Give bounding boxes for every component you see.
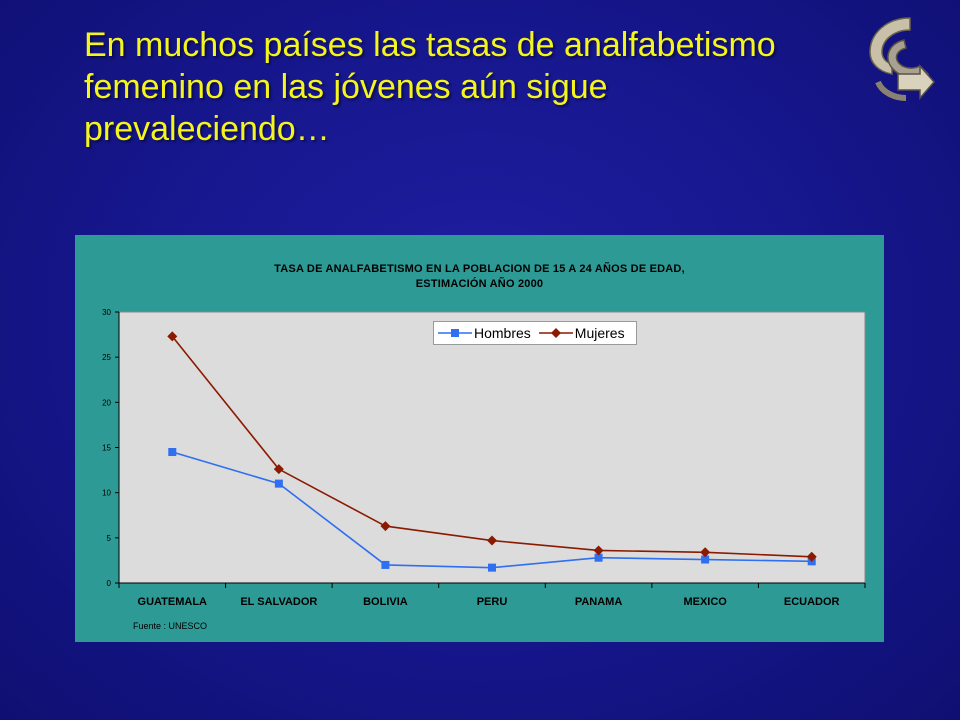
slide-title: En muchos países las tasas de analfabeti…	[84, 26, 776, 148]
data-point-hombres	[168, 448, 177, 457]
data-point-hombres	[381, 560, 390, 569]
chart-legend: Hombres Mujeres	[433, 321, 637, 345]
data-point-hombres	[701, 555, 710, 564]
data-point-mujeres	[593, 545, 604, 556]
legend-item-hombres: Hombres	[438, 325, 531, 341]
data-point-hombres	[274, 479, 283, 488]
y-tick-label: 0	[107, 579, 112, 588]
data-point-mujeres	[273, 464, 284, 475]
chart-source: Fuente : UNESCO	[133, 621, 208, 631]
x-tick-label: EL SALVADOR	[240, 596, 317, 608]
chart-container: 0 5 10 15 20 25 30 GUATEMALA EL SALVADOR BOLIVIA P…	[75, 235, 884, 642]
legend-label-hombres: Hombres	[474, 325, 531, 341]
y-tick-label: 10	[102, 489, 111, 498]
x-tick-label: BOLIVIA	[363, 596, 408, 608]
y-tick-label: 5	[107, 534, 112, 543]
data-point-hombres	[594, 553, 603, 562]
x-tick-label: PANAMA	[575, 596, 623, 608]
x-tick-label: ECUADOR	[784, 596, 840, 608]
legend-label-mujeres: Mujeres	[574, 325, 625, 341]
y-tick-label: 20	[102, 398, 111, 407]
data-point-mujeres	[380, 521, 391, 532]
data-point-mujeres	[167, 331, 178, 342]
data-point-mujeres	[806, 551, 817, 562]
y-tick-label: 30	[102, 308, 111, 317]
legend-swatch-mujeres	[538, 328, 573, 338]
x-tick-label: MEXICO	[683, 596, 727, 608]
data-point-mujeres	[487, 535, 497, 546]
chart-title: TASA DE ANALFABETISMO EN LA POBLACION DE…	[274, 263, 685, 290]
y-tick-label: 25	[102, 353, 111, 362]
legend-swatch-hombres	[438, 329, 472, 337]
x-tick-label: GUATEMALA	[138, 596, 208, 608]
curved-arrow-logo-icon	[869, 17, 935, 101]
data-point-mujeres	[700, 547, 711, 558]
legend-item-mujeres: Mujeres	[538, 325, 625, 341]
data-point-hombres	[488, 563, 496, 572]
y-tick-label: 15	[102, 444, 111, 453]
line-chart: 0 5 10 15 20 25 30 GUATEMALA EL SALVADOR BOLIVIA P…	[102, 308, 866, 608]
x-tick-label: PERU	[477, 596, 508, 608]
